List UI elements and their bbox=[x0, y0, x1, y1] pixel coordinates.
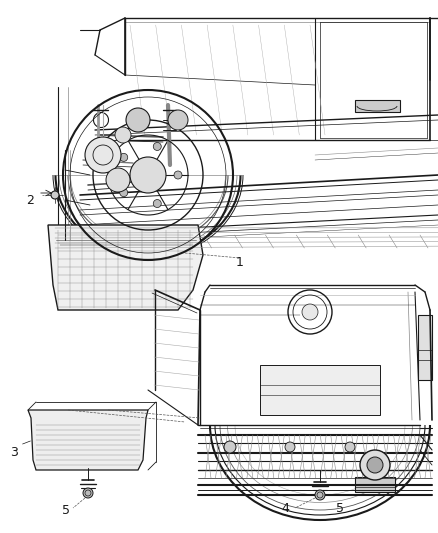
Circle shape bbox=[345, 442, 355, 452]
Bar bbox=[418, 315, 432, 380]
Text: 2: 2 bbox=[26, 193, 34, 206]
Circle shape bbox=[174, 171, 182, 179]
Circle shape bbox=[120, 189, 128, 197]
Circle shape bbox=[83, 488, 93, 498]
Bar bbox=[0, 270, 438, 533]
Circle shape bbox=[153, 199, 161, 207]
Circle shape bbox=[168, 110, 188, 130]
Circle shape bbox=[224, 441, 236, 453]
Circle shape bbox=[126, 108, 150, 132]
Circle shape bbox=[106, 168, 130, 192]
Circle shape bbox=[285, 442, 295, 452]
Circle shape bbox=[85, 137, 121, 173]
Circle shape bbox=[120, 154, 128, 161]
Text: 1: 1 bbox=[236, 255, 244, 269]
Text: 3: 3 bbox=[10, 446, 18, 458]
Circle shape bbox=[153, 142, 161, 150]
Circle shape bbox=[115, 127, 131, 143]
Text: 5: 5 bbox=[62, 504, 70, 516]
Circle shape bbox=[367, 457, 383, 473]
Circle shape bbox=[315, 490, 325, 500]
Bar bbox=[260, 365, 380, 415]
Bar bbox=[355, 477, 395, 492]
Text: 4: 4 bbox=[281, 502, 289, 514]
Circle shape bbox=[130, 157, 166, 193]
Circle shape bbox=[51, 191, 59, 199]
Circle shape bbox=[360, 450, 390, 480]
Circle shape bbox=[302, 304, 318, 320]
Bar bbox=[0, 0, 438, 260]
Bar bbox=[355, 100, 400, 112]
Polygon shape bbox=[28, 410, 148, 470]
Polygon shape bbox=[48, 225, 203, 310]
Text: 5: 5 bbox=[336, 502, 344, 514]
